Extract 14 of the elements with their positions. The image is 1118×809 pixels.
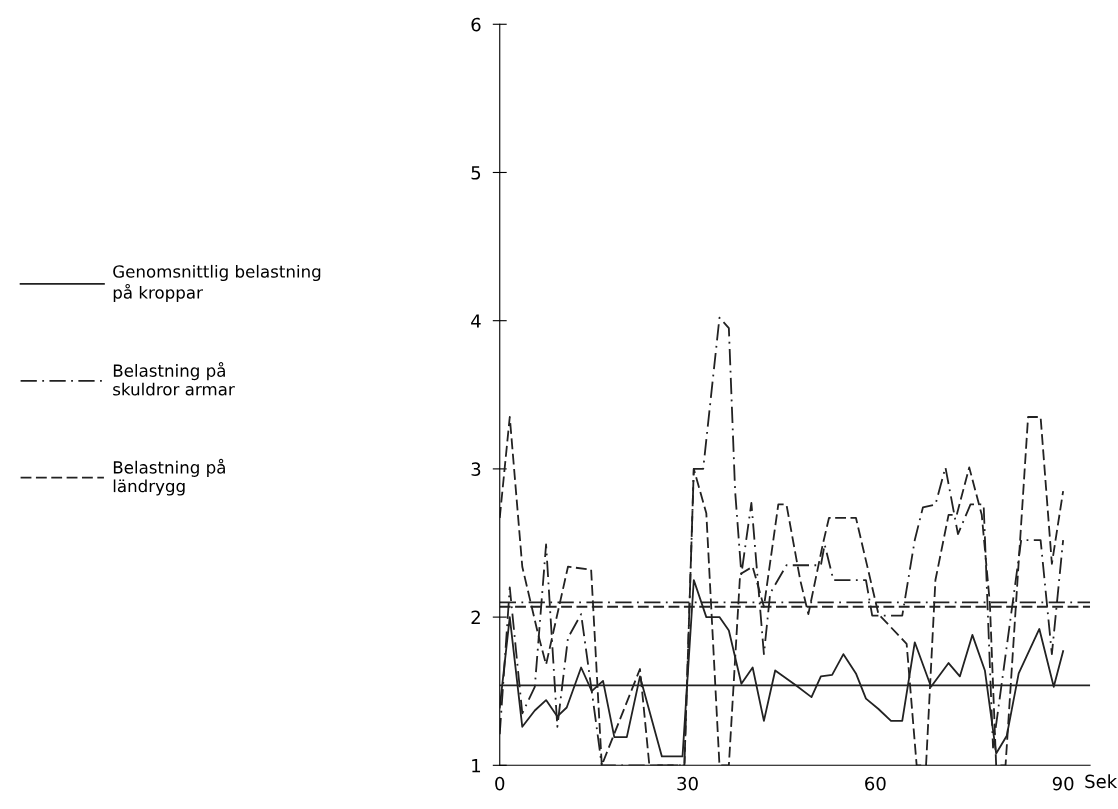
x-tick-label: 0 — [495, 776, 505, 791]
y-tick-label: 4 — [471, 314, 481, 328]
x-tick-label: 60 — [865, 776, 886, 791]
y-tick-label: 3 — [471, 462, 481, 477]
legend-label: Genomsnittlig belastning på kroppar — [113, 264, 321, 303]
legend-label: Belastning på skuldror armar — [113, 362, 235, 396]
y-tick-label: 6 — [471, 17, 481, 32]
x-tick-label: 30 — [677, 776, 698, 791]
legend-label: Belastning på ländrygg — [113, 458, 225, 496]
x-tick-label: 90 — [1052, 776, 1074, 791]
y-tick-label: 5 — [471, 166, 481, 180]
x-axis-title: Sek — [1085, 774, 1118, 789]
y-tick-label: 1 — [472, 759, 481, 773]
y-tick-label: 2 — [471, 610, 480, 624]
